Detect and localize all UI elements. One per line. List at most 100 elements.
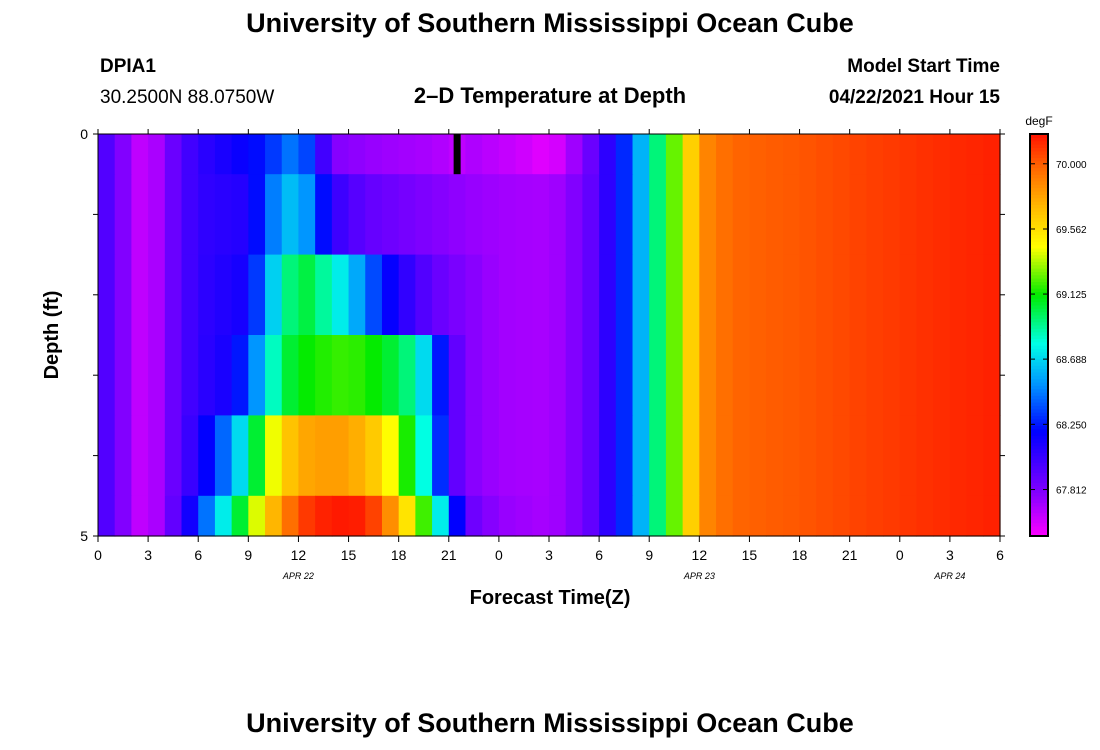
colorbar-segment [1030, 254, 1048, 259]
heatmap-cell [298, 495, 316, 537]
heatmap-cell [198, 335, 216, 416]
heatmap-cell [866, 174, 884, 256]
heatmap-cell [632, 174, 650, 256]
colorbar-segment [1030, 318, 1048, 323]
heatmap-cell [883, 174, 901, 256]
x-tick-label: 9 [244, 547, 252, 563]
heatmap-cell [131, 254, 149, 336]
x-axis: 0 3 6 9 12 15 18 21 0 3 6 9 12 15 18 21 0 3 6 APR 22 APR 23 A… [94, 129, 1004, 581]
x-tick-label: 15 [341, 547, 357, 563]
colorbar-segment [1030, 247, 1048, 252]
colorbar-segment [1030, 268, 1048, 272]
colorbar-segment [1030, 144, 1048, 148]
heatmap-cell [933, 495, 951, 537]
heatmap-cell [966, 134, 984, 175]
heatmap-cell [248, 415, 266, 497]
x-tick-label: 12 [291, 547, 307, 563]
heatmap-cell [432, 415, 450, 497]
heatmap-cell [933, 254, 951, 336]
heatmap-cell [699, 174, 717, 256]
heatmap-cell [415, 174, 433, 256]
heatmap-cell [331, 254, 350, 336]
heatmap-cell [265, 495, 283, 537]
heatmap-cell [966, 254, 984, 336]
heatmap-cell [615, 134, 634, 175]
colorbar-segment [1030, 381, 1048, 386]
model-start-label: Model Start Time [847, 56, 1000, 77]
colorbar-segment [1030, 137, 1048, 142]
colorbar-segment [1030, 298, 1048, 303]
heatmap-cell [298, 335, 316, 416]
heatmap-cell [883, 254, 901, 336]
colorbar-segment [1030, 278, 1048, 282]
heatmap-cell [148, 495, 166, 537]
colorbar-segment [1030, 499, 1048, 504]
heatmap-cell [164, 335, 183, 416]
heatmap-cell [398, 335, 416, 416]
colorbar-segment [1030, 321, 1048, 326]
heatmap-cell [315, 174, 333, 256]
heatmap-cell [582, 254, 600, 336]
heatmap-cell [365, 495, 383, 537]
heatmap-cell [114, 495, 132, 537]
heatmap-cell [732, 174, 751, 256]
heatmap-cell [966, 415, 984, 497]
heatmap-cell [565, 174, 583, 256]
heatmap-cell [699, 335, 717, 416]
heatmap-cell [331, 134, 350, 175]
colorbar-segment [1030, 388, 1048, 393]
heatmap-cell [866, 335, 884, 416]
heatmap-cell [732, 254, 751, 336]
colorbar-segment [1030, 271, 1048, 276]
colorbar-segment [1030, 221, 1048, 226]
heatmap-cell [498, 254, 517, 336]
colorbar-segment [1030, 505, 1048, 510]
colorbar-segment [1030, 522, 1048, 527]
heatmap-cell [732, 415, 751, 497]
colorbar-segment [1030, 328, 1048, 333]
page-title-top: University of Southern Mississippi Ocean… [246, 8, 854, 38]
heatmap-cell [716, 415, 734, 497]
heatmap-cell [214, 495, 233, 537]
heatmap-cell [615, 495, 634, 537]
colorbar-segment [1030, 201, 1048, 205]
heatmap-cell [732, 495, 751, 537]
colorbar-segment [1030, 284, 1048, 289]
heatmap-cell [532, 335, 550, 416]
heatmap-cell [549, 254, 567, 336]
heatmap-cell [766, 134, 784, 175]
heatmap-cell [682, 495, 700, 537]
colorbar-segment [1030, 455, 1048, 460]
heatmap-cell [381, 134, 400, 175]
heatmap-cell [214, 415, 233, 497]
colorbar-segment [1030, 405, 1048, 410]
heatmap-cell [298, 254, 316, 336]
heatmap-cell [849, 415, 867, 497]
heatmap-cell [816, 335, 834, 416]
heatmap-cell [749, 335, 767, 416]
heatmap-cell [231, 134, 249, 175]
heatmap-cell [331, 174, 350, 256]
heatmap-cell [415, 495, 433, 537]
heatmap-cell [482, 335, 500, 416]
colorbar-segment [1030, 425, 1048, 430]
heatmap-cell [465, 495, 483, 537]
colorbar-segment [1030, 529, 1048, 534]
heatmap-cell [398, 495, 416, 537]
heatmap-cell [632, 495, 650, 537]
heatmap-cell [832, 174, 851, 256]
x-tick-label: 0 [495, 547, 503, 563]
heatmap-cell [348, 254, 366, 336]
heatmap-cell [899, 134, 918, 175]
heatmap-cell [331, 415, 350, 497]
heatmap-cell [348, 134, 366, 175]
heatmap-cell [665, 254, 684, 336]
colorbar-segment [1030, 264, 1048, 269]
colorbar-segment [1030, 442, 1048, 447]
heatmap-cell [782, 495, 801, 537]
x-tick-label: 12 [692, 547, 708, 563]
heatmap-cell [849, 335, 867, 416]
heatmap-cell [949, 254, 968, 336]
heatmap-cell [916, 495, 934, 537]
colorbar-segment [1030, 435, 1048, 440]
